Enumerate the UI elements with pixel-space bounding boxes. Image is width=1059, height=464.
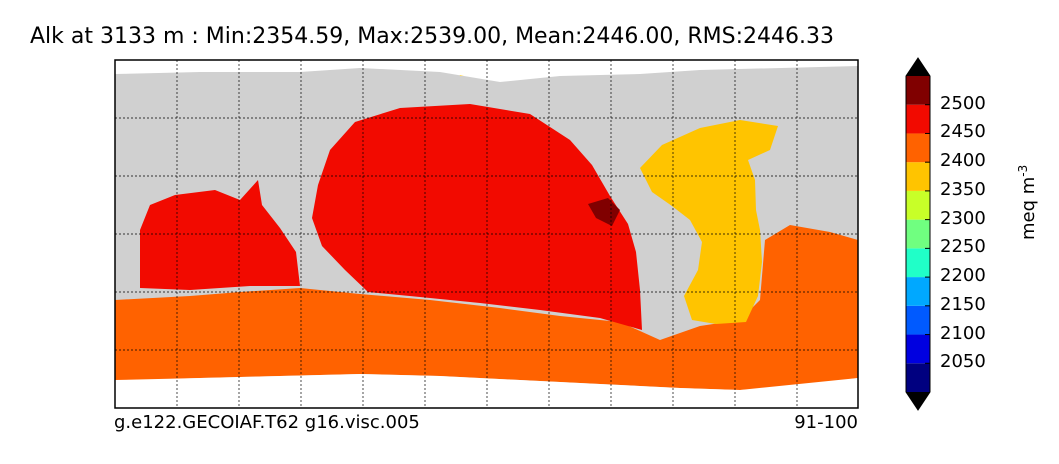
- region-indian-ocean: [140, 180, 300, 290]
- colorbar-max-extend: [906, 58, 930, 76]
- colorbar-tick-label: 2200: [940, 265, 986, 287]
- colorbar-units-exponent: -3: [1016, 164, 1030, 177]
- run-id-label: g.e122.GECOIAF.T62 g16.visc.005: [114, 412, 420, 433]
- colorbar-tick-label: 2500: [940, 92, 986, 114]
- colorbar-units-text: meq m: [1018, 176, 1039, 240]
- colorbar-segment: [906, 219, 930, 249]
- year-range-label: 91-100: [794, 412, 858, 433]
- colorbar-segment: [906, 334, 930, 364]
- chart-title: Alk at 3133 m : Min:2354.59, Max:2539.00…: [30, 24, 835, 49]
- colorbar-tick-label: 2400: [940, 150, 986, 172]
- region-caribbean: [588, 198, 620, 226]
- colorbar-segment: [906, 162, 930, 191]
- colorbar-units-label: meq m-3: [1016, 165, 1039, 240]
- colorbar: [905, 57, 931, 411]
- colorbar-segment: [906, 133, 930, 163]
- colorbar-frame: [905, 57, 931, 411]
- colorbar-min-extend: [906, 392, 930, 410]
- colorbar-segment: [906, 277, 930, 306]
- gridlines: [115, 60, 858, 408]
- region-atlantic: [640, 120, 778, 324]
- colorbar-tick-label: 2350: [940, 178, 986, 200]
- colorbar-tick-label: 2450: [940, 121, 986, 143]
- colorbar-tick-label: 2050: [940, 351, 986, 373]
- colorbar-segment: [906, 76, 930, 105]
- region-pacific-ocean: [312, 104, 642, 330]
- colorbar-tick-label: 2300: [940, 207, 986, 229]
- colorbar-segment: [906, 248, 930, 278]
- colorbar-segment: [906, 104, 930, 134]
- colorbar-tick-label: 2100: [940, 322, 986, 344]
- colorbar-segment: [906, 363, 930, 392]
- map-frame: [114, 59, 859, 409]
- colorbar-segment: [906, 190, 930, 220]
- colorbar-tick-label: 2250: [940, 236, 986, 258]
- colorbar-tick-label: 2150: [940, 293, 986, 315]
- colorbar-segment: [906, 305, 930, 335]
